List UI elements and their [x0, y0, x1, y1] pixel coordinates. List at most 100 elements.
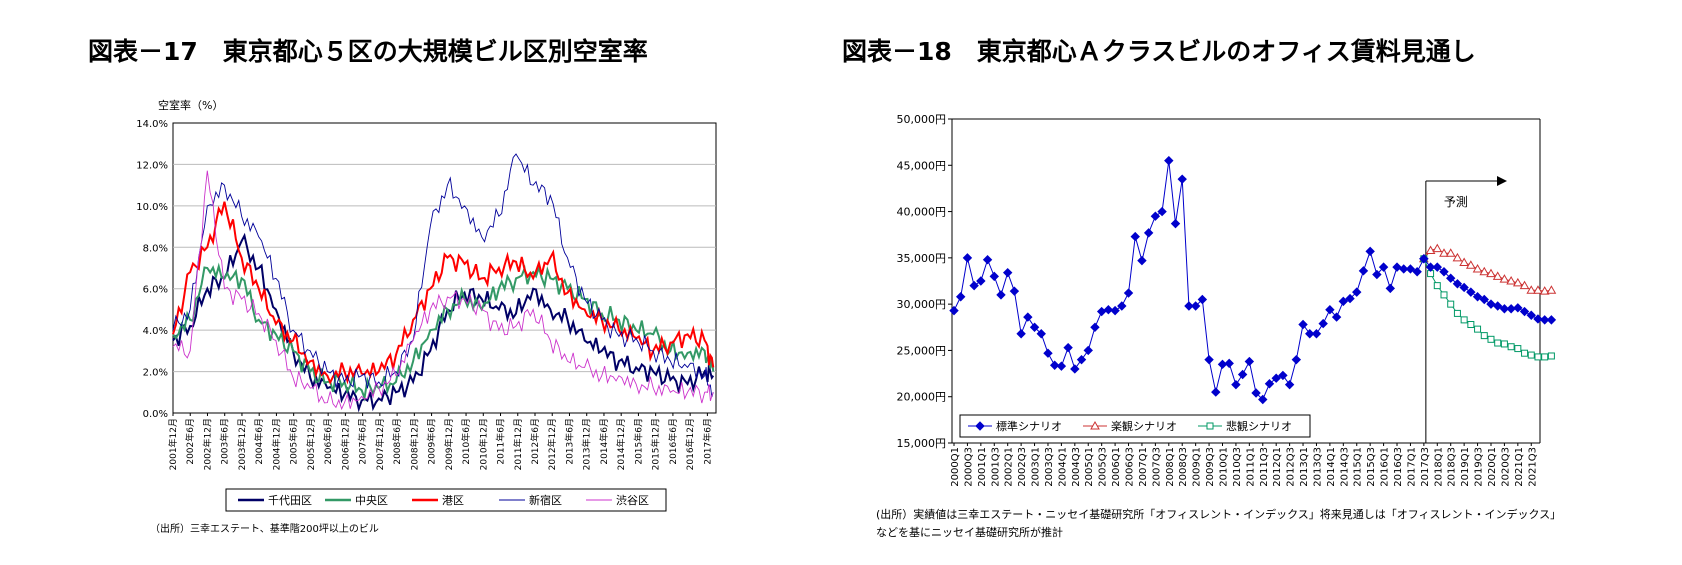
right-series-1-point [1338, 296, 1349, 307]
left-x-tick-label: 2010年12月 [477, 418, 489, 470]
right-series-1-point [1479, 294, 1489, 305]
right-series-1-point [989, 271, 999, 282]
left-x-tick-label: 2001年12月 [167, 418, 179, 470]
right-series-1-point [1399, 264, 1409, 274]
right-series-1-point [1452, 279, 1463, 289]
right-legend [959, 414, 1311, 438]
right-x-tick-label: 2013Q3 [1312, 447, 1323, 487]
right-x-tick-label: 2011Q3 [1259, 447, 1270, 487]
right-series-1-point [1036, 329, 1046, 339]
left-source-note: （出所）三幸エステート、基準階200坪以上のビル [150, 524, 379, 535]
right-series-2-point [1452, 252, 1463, 262]
right-series-1-point [1258, 394, 1268, 405]
left-legend-label: 千代田区 [268, 494, 312, 507]
right-series-2-point [1539, 286, 1550, 295]
right-x-tick-label: 2021Q3 [1527, 447, 1538, 487]
right-series-1-point [1372, 269, 1382, 280]
left-legend [225, 488, 667, 512]
right-series-2-point [1459, 257, 1469, 266]
left-x-tick-label: 2013年12月 [581, 418, 593, 470]
right-legend-marker [1206, 422, 1214, 430]
left-x-tick-label: 2003年6月 [219, 418, 231, 465]
right-legend-marker [1090, 420, 1100, 430]
left-x-tick-label: 2010年6月 [460, 418, 472, 465]
right-series-1-point [1318, 318, 1328, 329]
right-x-tick-label: 2009Q3 [1205, 447, 1216, 487]
right-series-1-point [1049, 360, 1060, 370]
right-series-1-point [1446, 273, 1456, 283]
right-series-2-point [1445, 248, 1456, 257]
right-source-note-line1: (出所）実績値は三幸エステート・ニッセイ基礎研究所「オフィスレント・インデックス… [876, 508, 1562, 521]
left-x-tick-label: 2016年6月 [667, 418, 679, 465]
right-series-1-point [1466, 287, 1476, 297]
right-series-1-point [1190, 301, 1201, 311]
right-series-1-point [1224, 358, 1234, 369]
right-series-2-point [1499, 274, 1510, 283]
right-x-tick-label: 2018Q3 [1447, 447, 1458, 487]
right-x-tick-label: 2010Q1 [1218, 447, 1229, 487]
left-x-tick-label: 2004年6月 [253, 418, 265, 465]
left-x-tick-label: 2008年12月 [408, 418, 420, 470]
right-series-1-point [1499, 304, 1510, 314]
right-series-1-point [1459, 282, 1469, 293]
left-x-tick-label: 2008年6月 [391, 418, 403, 465]
right-series-2-point [1472, 263, 1483, 273]
left-x-tick-label: 2011年12月 [512, 418, 524, 470]
left-legend-label: 中央区 [355, 494, 388, 507]
right-x-tick-label: 2000Q3 [963, 447, 974, 487]
right-series-2-point [1533, 285, 1543, 294]
right-series-3-point [1467, 321, 1475, 329]
left-series-3-line [172, 201, 715, 385]
right-series-3-point [1514, 345, 1522, 353]
right-series-3-point [1500, 340, 1508, 348]
right-x-tick-label: 2003Q3 [1044, 447, 1055, 487]
right-x-tick-label: 2005Q1 [1084, 447, 1095, 487]
right-series-1-point [1076, 354, 1087, 365]
right-series-1-point [1009, 286, 1020, 296]
left-y-tick-label: 0.0% [143, 409, 168, 420]
left-y-axis-label: 空室率（%） [158, 98, 223, 112]
right-x-tick-label: 2019Q3 [1474, 447, 1485, 487]
right-series-1-point [1325, 304, 1335, 315]
left-y-tick-label: 2.0% [143, 368, 168, 379]
left-x-tick-label: 2012年6月 [529, 418, 541, 465]
left-x-tick-label: 2011年6月 [495, 418, 507, 465]
left-x-tick-label: 2014年12月 [615, 418, 627, 470]
right-series-2-point [1465, 260, 1476, 269]
right-series-2-point [1519, 280, 1530, 290]
right-series-2-point [1425, 245, 1436, 254]
right-y-tick-label: 50,000円 [897, 113, 947, 126]
left-y-tick-label: 6.0% [143, 285, 168, 296]
right-series-1-point [969, 280, 979, 291]
right-x-tick-label: 2002Q3 [1017, 447, 1028, 487]
right-series-1-point [1264, 379, 1275, 389]
right-series-1-point [1425, 262, 1436, 272]
right-series-1-point [1419, 254, 1429, 264]
right-series-1-point [1029, 322, 1040, 332]
left-x-tick-label: 2003年12月 [236, 418, 248, 470]
right-series-3-point [1440, 291, 1448, 299]
right-series-1-point [1439, 267, 1449, 277]
right-series-3-point [1521, 349, 1529, 357]
right-x-tick-label: 2006Q1 [1111, 447, 1122, 487]
right-series-2-point [1492, 271, 1503, 280]
left-x-tick-label: 2006年6月 [322, 418, 334, 465]
right-series-1-point [1110, 305, 1120, 316]
right-series-1-point [1103, 304, 1114, 315]
right-y-tick-label: 25,000円 [897, 344, 947, 357]
right-x-tick-label: 2009Q1 [1192, 447, 1203, 487]
right-x-tick-label: 2004Q1 [1057, 447, 1068, 487]
right-series-1-point [1385, 283, 1396, 294]
right-y-tick-label: 20,000円 [897, 391, 947, 404]
right-series-1-point [1016, 329, 1026, 339]
right-series-3-point [1480, 332, 1488, 340]
right-x-tick-label: 2006Q3 [1125, 447, 1136, 487]
right-series-1-point [1130, 231, 1140, 242]
right-series-1-point [1378, 262, 1389, 272]
right-series-1-point [996, 290, 1006, 300]
right-series-2-point [1506, 275, 1516, 285]
right-x-tick-label: 2017Q3 [1420, 447, 1431, 487]
right-x-tick-label: 2001Q1 [977, 447, 988, 487]
right-series-1-point [1204, 354, 1214, 365]
